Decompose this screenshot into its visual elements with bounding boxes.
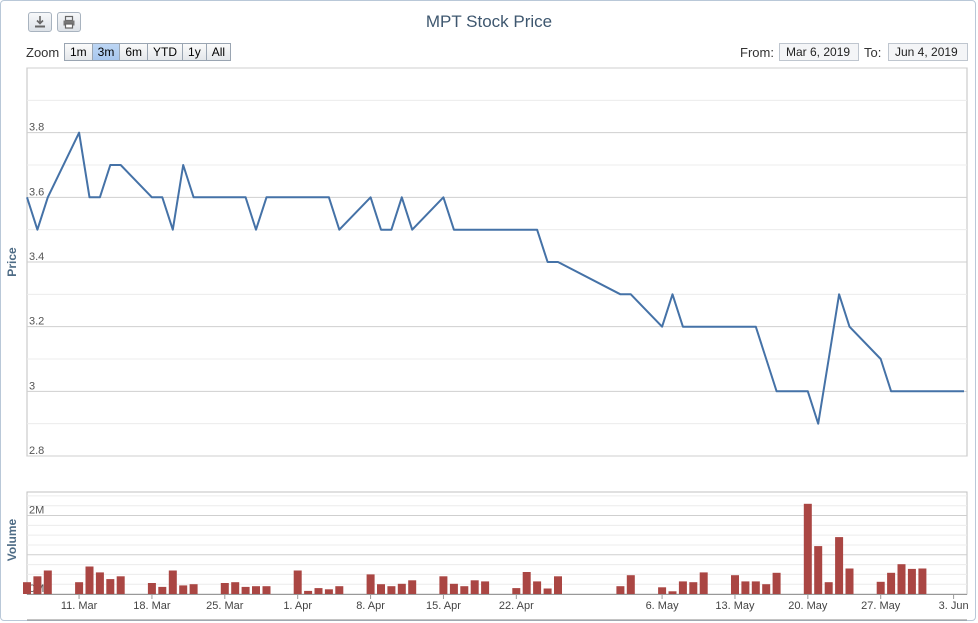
volume-bar [876,581,885,594]
x-tick-label: 27. May [861,600,901,612]
volume-bar [293,570,302,594]
price-y-tick-label: 3.4 [29,251,44,263]
to-label: To: [864,45,882,60]
volume-bar [304,590,313,594]
zoom-1y-button[interactable]: 1y [182,43,207,61]
volume-bar [835,537,844,594]
volume-bar [543,588,552,594]
volume-bar [481,581,490,594]
volume-bar [470,580,479,594]
zoom-1m-button[interactable]: 1m [64,43,93,61]
volume-plot-area [26,491,968,595]
price-y-tick-label: 2.8 [29,445,44,457]
price-line [26,131,964,425]
x-tick-label: 3. Jun [939,600,969,612]
volume-bar [387,586,396,594]
volume-bar [554,576,562,594]
x-tick-label: 13. May [715,600,755,612]
volume-bar [397,583,406,594]
download-button[interactable] [28,12,52,32]
x-tick-label: 15. Apr [426,600,461,612]
volume-bar [23,582,31,594]
volume-bar [324,589,333,594]
volume-bar [772,572,781,594]
volume-bar [803,503,812,594]
volume-bar [377,584,385,594]
volume-bar [408,580,417,594]
volume-bar [314,588,323,594]
volume-bar [168,570,177,594]
volume-bar [533,581,542,594]
volume-bar [231,582,240,594]
volume-bar [189,584,198,594]
volume-bar [678,581,687,594]
volume-bar [262,586,271,594]
price-axis-title: Price [5,247,19,277]
volume-bar [731,575,739,594]
zoom-6m-button[interactable]: 6m [119,43,149,61]
x-tick-label: 6. May [646,600,680,612]
from-label: From: [740,45,774,60]
volume-bar [907,568,916,594]
volume-bar [512,588,521,594]
volume-bar [460,586,469,594]
volume-bar [897,564,906,594]
print-icon [63,15,75,29]
volume-bar [658,587,667,594]
volume-bar [116,576,125,594]
volume-bar [824,582,833,594]
volume-bar [75,582,84,594]
volume-bar [335,586,344,594]
volume-bar [106,579,115,594]
volume-bar [741,581,750,594]
volume-bar [522,572,531,594]
volume-bar [762,584,771,594]
download-icon [35,16,45,28]
volume-bar [147,583,156,594]
zoom-all-button[interactable]: All [205,43,232,61]
volume-bar [689,582,698,594]
price-y-tick-label: 3.8 [29,122,44,134]
volume-bar [439,576,448,594]
volume-axis-title: Volume [5,518,19,561]
volume-bar [668,591,677,594]
volume-bar [179,585,188,594]
x-tick-label: 25. Mar [206,600,244,612]
volume-bar [95,572,104,594]
volume-bar [33,576,42,594]
zoom-label: Zoom [26,45,60,60]
volume-bar [845,568,854,594]
from-date-input[interactable]: Mar 6, 2019 [779,43,859,61]
volume-y-tick-label: 2M [29,505,44,517]
volume-bar [85,566,94,594]
to-date-input[interactable]: Jun 4, 2019 [888,43,968,61]
x-tick-label: 11. Mar [61,600,98,612]
price-y-tick-label: 3 [29,380,35,392]
volume-bar [241,586,250,594]
x-tick-label: 18. Mar [133,600,171,612]
volume-bar [616,586,625,594]
price-y-tick-label: 3.2 [29,316,44,328]
x-tick-label: 20. May [788,600,828,612]
x-tick-label: 1. Apr [283,600,312,612]
volume-bar [814,546,823,594]
chart-title: MPT Stock Price [425,12,553,31]
volume-bar [220,583,229,594]
volume-bar [751,581,760,594]
volume-bar [366,574,375,594]
price-y-tick-label: 3.6 [29,186,44,198]
volume-bar [252,586,260,594]
volume-bar [626,575,635,594]
volume-bar [43,570,52,594]
print-button[interactable] [57,12,81,32]
volume-bar [158,586,167,594]
volume-bar [918,568,927,594]
volume-bar [449,583,458,594]
volume-bar [887,572,896,594]
x-tick-label: 22. Apr [499,600,534,612]
volume-bar [699,572,708,594]
x-tick-label: 8. Apr [356,600,385,612]
zoom-button-group: 1m 3m 6m YTD 1y All [64,43,232,61]
